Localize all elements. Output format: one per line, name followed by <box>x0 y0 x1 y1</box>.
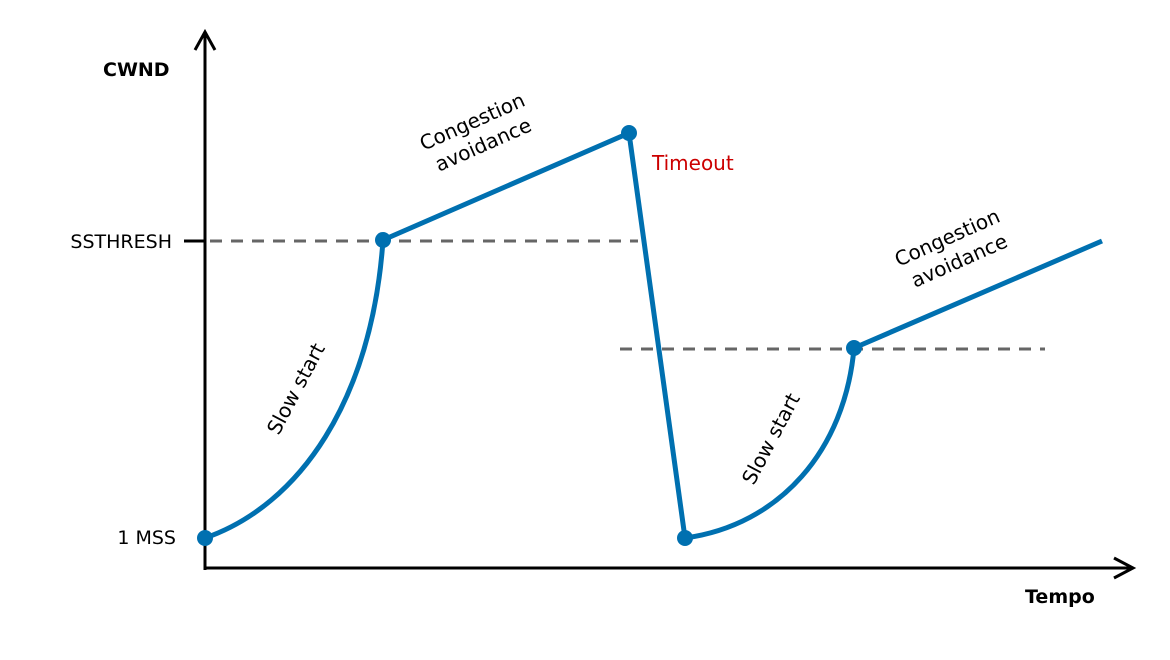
point-restart <box>677 530 693 546</box>
point-new-ssthresh <box>846 340 862 356</box>
y-axis-arrow <box>193 28 217 51</box>
slow-start-label-1: Slow start <box>262 339 330 439</box>
one-mss-label: 1 MSS <box>117 527 176 549</box>
timeout-label: Timeout <box>651 151 734 175</box>
point-timeout <box>621 125 637 141</box>
cwnd-curve <box>204 130 1103 541</box>
x-axis-label: Tempo <box>1025 586 1095 608</box>
point-ssthresh-reached <box>375 232 391 248</box>
y-axis-label: CWND <box>103 59 170 81</box>
x-axis-arrow <box>1113 556 1137 580</box>
point-start <box>197 530 213 546</box>
slow-start-label-2: Slow start <box>737 389 805 489</box>
ssthresh-label: SSTHRESH <box>70 231 172 253</box>
